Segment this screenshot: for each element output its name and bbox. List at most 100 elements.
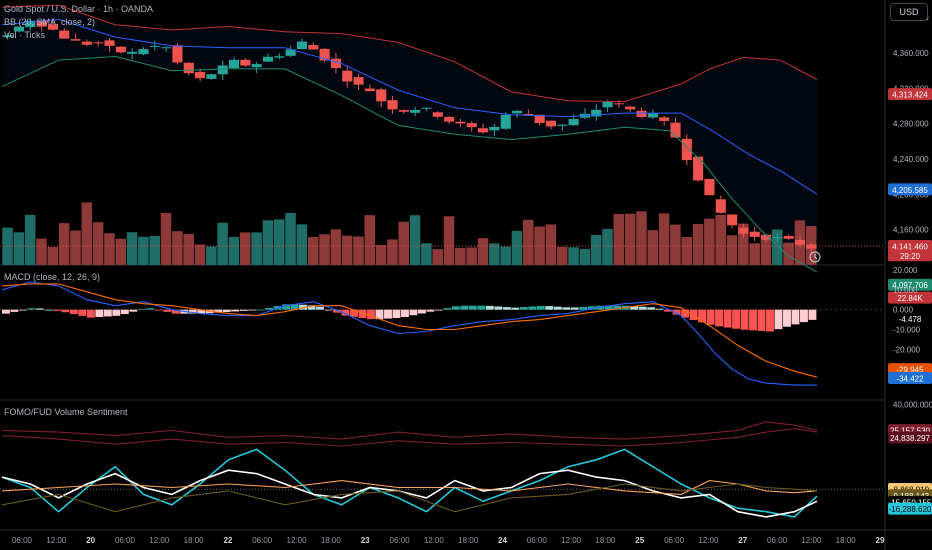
clock-icon-ring [809, 251, 821, 263]
candle-body [478, 128, 489, 133]
price-value-label: 29:20 [888, 249, 932, 262]
time-tick-label: 22 [223, 536, 232, 545]
candle-body [455, 121, 466, 124]
candle-body [557, 124, 568, 126]
macd-histogram-bar [613, 305, 622, 310]
macd-value-label-bg [888, 312, 932, 325]
volume-bar [636, 211, 647, 265]
macd-value-label-text: -29.945 [896, 366, 924, 375]
sentiment-orange-line [1, 480, 818, 495]
macd-histogram-bar [468, 305, 477, 310]
volume-bar [115, 238, 127, 265]
macd-histogram-bar [282, 304, 291, 310]
volume-bar [455, 247, 466, 265]
macd-histogram-bar [214, 309, 223, 313]
candle-body [262, 56, 274, 62]
price-value-label-text: 29:20 [900, 252, 921, 261]
sentiment-tick-label: 40,000.000 [893, 400, 932, 409]
candle-body [783, 236, 794, 239]
candle-body [172, 45, 183, 63]
time-tick-label: 12:00 [698, 536, 719, 545]
price-value-label-text: 4,313.424 [892, 91, 928, 100]
candle-body [523, 113, 534, 115]
time-tick-label: 20 [86, 536, 95, 545]
volume-bar [319, 234, 330, 265]
volume-bar [296, 224, 308, 265]
candle-body [183, 62, 194, 74]
volume-bar [217, 222, 228, 265]
price-value-label: 4,205.585 [888, 183, 932, 196]
candle-body [704, 178, 715, 196]
volume-bar [715, 214, 726, 265]
macd-histogram-bar [587, 306, 596, 310]
time-tick-label: 06:00 [115, 536, 136, 545]
time-tick-label: 25 [635, 536, 644, 545]
volume-bar [81, 202, 93, 265]
macd-histogram-bar [392, 309, 401, 319]
time-tick-label: 24 [498, 536, 507, 545]
candle-body [421, 107, 432, 109]
volume-bar [149, 235, 160, 265]
candle-body [59, 30, 70, 39]
volume-bar [556, 246, 568, 265]
time-tick-label: 06:00 [12, 536, 33, 545]
candle-body [613, 103, 624, 105]
volume-bar [194, 244, 206, 265]
candle-body [308, 45, 319, 50]
macd-histogram-bar [129, 309, 138, 312]
macd-histogram-bar [434, 309, 443, 311]
bb-lower-line [1, 55, 818, 273]
volume-legend[interactable]: Vol · Ticks [4, 30, 46, 40]
macd-histogram-bar [358, 309, 367, 319]
candle-body [93, 42, 104, 44]
time-tick-label: 12:00 [424, 536, 445, 545]
time-tick-label: 06:00 [390, 536, 411, 545]
time-tick-label: 06:00 [664, 536, 685, 545]
macd-histogram-bar [401, 309, 409, 318]
volume-bar [647, 230, 659, 265]
macd-histogram-bar [647, 307, 656, 310]
candle-body [161, 47, 172, 49]
macd-value-label: -4.478 [888, 312, 932, 325]
macd-histogram-bar [341, 309, 350, 316]
volume-bar [590, 234, 602, 265]
macd-histogram-bar [10, 309, 19, 312]
time-tick-label: 12:00 [287, 536, 308, 545]
macd-histogram-bar [307, 305, 316, 310]
candle-body [81, 41, 92, 45]
currency-button[interactable]: USD [890, 3, 928, 21]
volume-bar [477, 238, 489, 265]
candle-body [670, 122, 681, 138]
sentiment-value-label-text: 24,838.297 [890, 434, 931, 443]
price-value-label-text: 4,205.585 [892, 186, 928, 195]
volume-bar [47, 246, 59, 265]
macd-histogram-bar [766, 309, 774, 332]
macd-histogram-bar [27, 308, 36, 310]
macd-legend[interactable]: MACD (close, 12, 26, 9) [4, 272, 101, 282]
macd-histogram-bar [197, 309, 206, 314]
sentiment-legend[interactable]: FOMO/FUD Volume Sentiment [4, 407, 128, 417]
macd-histogram-bar [477, 305, 486, 310]
candle-body [296, 41, 308, 50]
macd-histogram-bar [120, 309, 129, 315]
volume-bar [681, 236, 692, 265]
macd-histogram-bar [545, 306, 554, 310]
volume-bar [273, 219, 285, 265]
sentiment-value-label-text: -16,288.620 [889, 505, 932, 514]
macd-histogram-bar [409, 309, 418, 316]
time-tick-label: 23 [361, 536, 370, 545]
candle-body [761, 234, 772, 240]
volume-bar [24, 214, 36, 265]
candle-body [432, 112, 443, 117]
volume-bar [172, 231, 183, 265]
bb-legend[interactable]: BB (20, SMA, close, 2) [4, 17, 96, 27]
candle-body [228, 59, 240, 68]
volume-bar [330, 229, 342, 265]
macd-histogram-bar [18, 309, 27, 311]
candle-body [274, 56, 285, 58]
macd-histogram-bar [61, 309, 70, 313]
candle-body [319, 48, 330, 61]
price-value-label-bg [888, 88, 932, 101]
macd-histogram-bar [443, 308, 452, 310]
